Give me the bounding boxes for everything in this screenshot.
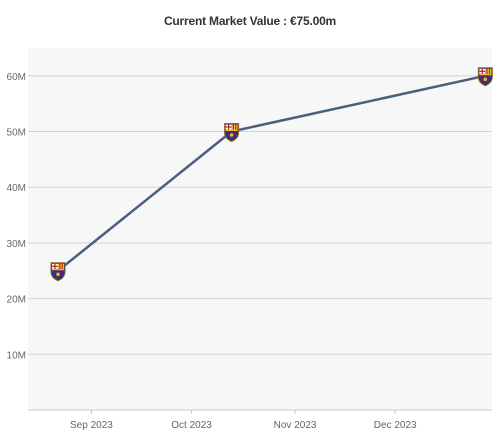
fc-barcelona-crest-icon[interactable] [224,123,240,143]
x-tick-label: Sep 2023 [70,420,113,431]
y-tick-label: 50M [7,128,26,139]
x-tick-label: Oct 2023 [171,420,212,431]
y-tick-label: 40M [7,183,26,194]
x-tick-label: Nov 2023 [274,420,317,431]
fc-barcelona-crest-icon[interactable] [477,67,493,87]
grid-lines [28,75,492,355]
y-tick-label: 30M [7,239,26,250]
y-tick-label: 10M [7,350,26,361]
y-axis-ticks: 10M 20M 30M 40M 50M 60M [7,72,26,361]
y-tick-label: 20M [7,295,26,306]
x-axis-ticks: Sep 2023 Oct 2023 Nov 2023 Dec 2023 [70,410,417,431]
chart-title: Current Market Value : €75.00m [163,14,337,28]
x-tick-label: Dec 2023 [374,420,417,431]
data-point-markers[interactable] [50,67,493,282]
fc-barcelona-crest-icon[interactable] [50,262,66,282]
plot-background [28,48,492,410]
y-tick-label: 60M [7,72,26,83]
